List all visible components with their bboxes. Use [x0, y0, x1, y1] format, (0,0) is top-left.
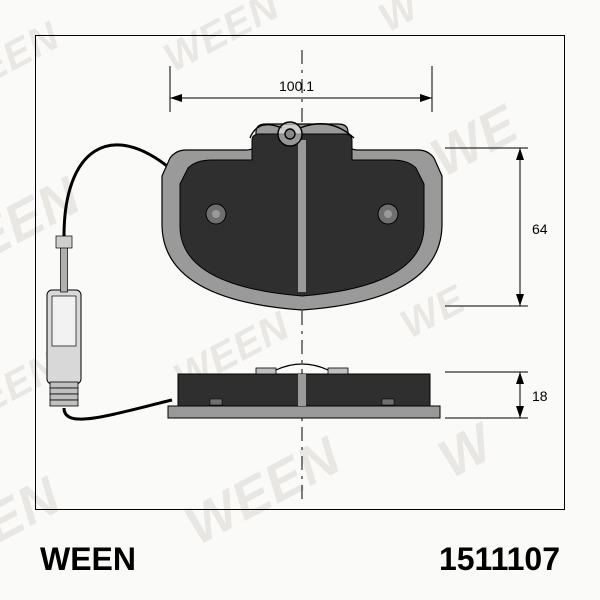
brake-pad-front [162, 122, 442, 310]
brake-pad-diagram [0, 0, 600, 600]
brake-pad-edge [168, 364, 440, 418]
wear-sensor [47, 145, 172, 419]
brand-label: WEEN [40, 541, 136, 578]
part-number-label: 1511107 [439, 541, 560, 578]
